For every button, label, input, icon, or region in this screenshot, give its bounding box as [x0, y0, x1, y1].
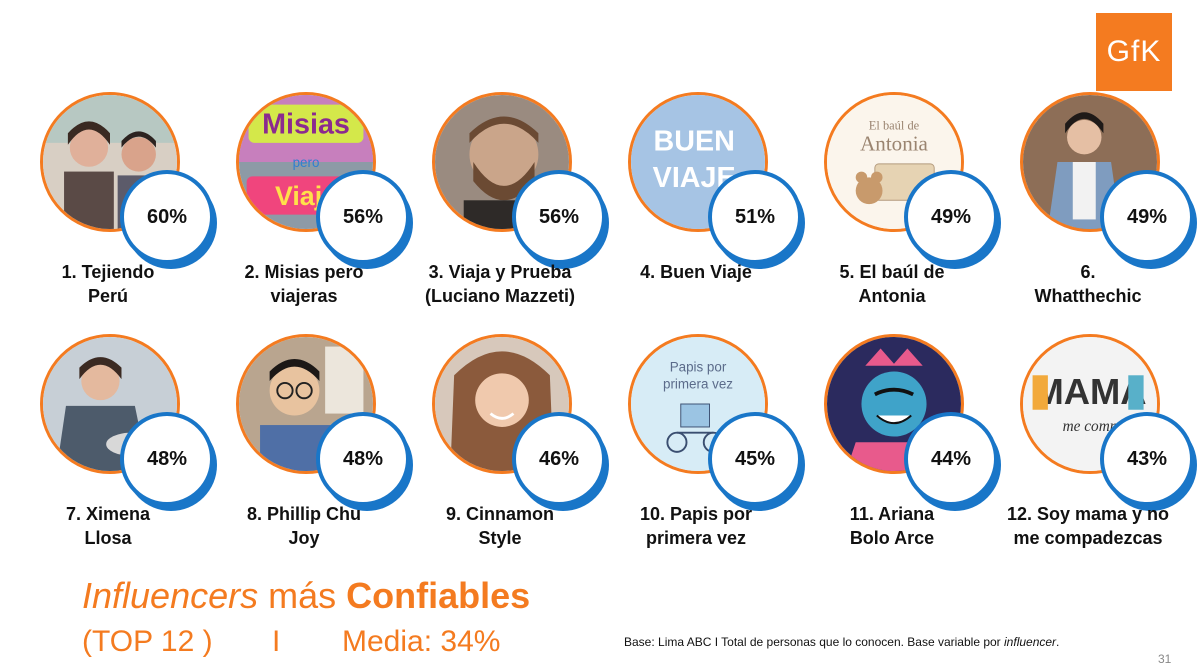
influencer-name: 8. Phillip Chu Joy — [246, 504, 361, 548]
base-note: Base: Lima ABC I Total de personas que l… — [624, 635, 1060, 649]
influencer-card-2: Misias pero Viaje 56% 2. Misias pero viajer… — [204, 92, 410, 332]
influencer-name: 2. Misias pero viajeras — [244, 262, 364, 306]
svg-text:BUEN: BUEN — [653, 126, 734, 158]
percentage-badge: 49% — [904, 170, 998, 264]
svg-text:MAMA: MAMA — [1033, 371, 1146, 412]
percentage-badge: 49% — [1100, 170, 1194, 264]
influencer-name: 3. Viaja y Prueba (Luciano Mazzeti) — [424, 262, 575, 306]
percentage-badge: 56% — [512, 170, 606, 264]
percentage-badge: 48% — [120, 412, 214, 506]
logo-papis-por-primera-vez-icon: Papis por primera vez — [628, 334, 768, 474]
separator: I — [272, 625, 281, 658]
svg-text:Misias: Misias — [262, 108, 350, 140]
svg-text:pero: pero — [293, 155, 320, 170]
influencer-card-10: Papis por primera vez 45% 10. Papis por pr… — [596, 334, 802, 574]
svg-text:El baúl de: El baúl de — [869, 118, 920, 132]
influencer-card-8: 48% 8. Phillip Chu Joy — [204, 334, 410, 574]
influencer-card-9: 46% 9. Cinnamon Style — [400, 334, 606, 574]
gfk-logo: GfK — [1096, 13, 1172, 91]
influencer-card-4: BUEN VIAJE 51% 4. Buen Viaje — [596, 92, 802, 332]
influencer-card-3: 56% 3. Viaja y Prueba (Luciano Mazzeti) — [400, 92, 606, 332]
media-label: Media: 34% — [342, 625, 501, 658]
photo-bearded-man-icon — [432, 92, 572, 232]
percentage-badge: 48% — [316, 412, 410, 506]
influencer-card-12: MAMA me comp 43% 12. Soy mama y no me comp… — [988, 334, 1194, 574]
svg-text:Antonia: Antonia — [860, 132, 928, 156]
influencer-card-6: 49% 6. Whatthechic — [988, 92, 1194, 332]
slide-title: Influencers más Confiables — [82, 575, 531, 616]
influencer-name: 11. Ariana Bolo Arce — [849, 504, 935, 548]
top-label: (TOP 12 ) — [82, 625, 213, 658]
logo-soy-mama-icon: MAMA me comp — [1020, 334, 1160, 474]
svg-text:primera vez: primera vez — [663, 377, 733, 392]
percentage-badge: 60% — [120, 170, 214, 264]
page-number: 31 — [1158, 652, 1172, 666]
influencer-name: 4. Buen Viaje — [640, 262, 752, 282]
percentage-badge: 45% — [708, 412, 802, 506]
svg-text:me comp: me comp — [1063, 418, 1118, 435]
influencer-name: 1. Tejiendo Perú — [61, 262, 155, 306]
influencer-name: 6. Whatthechic — [1034, 262, 1142, 306]
percentage-badge: 43% — [1100, 412, 1194, 506]
svg-text:Papis por: Papis por — [670, 359, 727, 374]
percentage-badge: 46% — [512, 412, 606, 506]
illustration-woman-crown-icon — [824, 334, 964, 474]
influencer-card-1: 60% 1. Tejiendo Perú — [8, 92, 214, 332]
percentage-badge: 51% — [708, 170, 802, 264]
influencer-card-11: 44% 11. Ariana Bolo Arce — [792, 334, 998, 574]
influencer-card-7: 48% 7. Ximena Llosa — [8, 334, 214, 574]
influencer-name: 12. Soy mama y no me compadezcas — [1006, 504, 1170, 548]
influencer-name: 7. Ximena Llosa — [65, 504, 151, 548]
percentage-badge: 44% — [904, 412, 998, 506]
percentage-badge: 56% — [316, 170, 410, 264]
influencer-name: 9. Cinnamon Style — [445, 504, 554, 548]
influencer-name: 10. Papis por primera vez — [639, 504, 753, 548]
influencer-card-5: El baúl de Antonia 49% 5. El baúl de Anton… — [792, 92, 998, 332]
influencer-name: 5. El baúl de Antonia — [839, 262, 945, 306]
